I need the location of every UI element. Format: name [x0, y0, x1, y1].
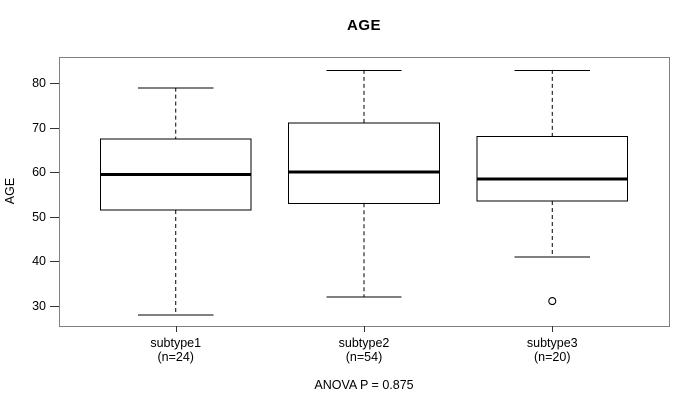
group-sample-size: (n=24)	[157, 350, 194, 364]
anova-p-value-annotation: ANOVA P = 0.875	[314, 378, 414, 392]
outlier-point	[548, 297, 557, 306]
y-axis-tick-label: 50	[32, 209, 46, 224]
chart-title: AGE	[346, 17, 381, 34]
y-axis-tick-label: 80	[32, 76, 46, 91]
iqr-box	[288, 122, 440, 204]
y-axis-tick-label: 40	[32, 254, 46, 269]
group-name: subtype2	[338, 336, 390, 350]
group-label-subtype3: subtype3 (n=20)	[472, 336, 632, 364]
group-sample-size: (n=20)	[534, 350, 571, 364]
group-name: subtype3	[526, 336, 578, 350]
group-label-subtype2: subtype2 (n=54)	[284, 336, 444, 364]
group-name: subtype1	[150, 336, 202, 350]
group-label-subtype1: subtype1 (n=24)	[96, 336, 256, 364]
y-axis-tick-label: 70	[32, 120, 46, 135]
y-axis-tick-label: 60	[32, 165, 46, 180]
iqr-box	[476, 136, 629, 202]
y-axis-tick-label: 30	[32, 298, 46, 313]
group-sample-size: (n=54)	[345, 350, 383, 364]
